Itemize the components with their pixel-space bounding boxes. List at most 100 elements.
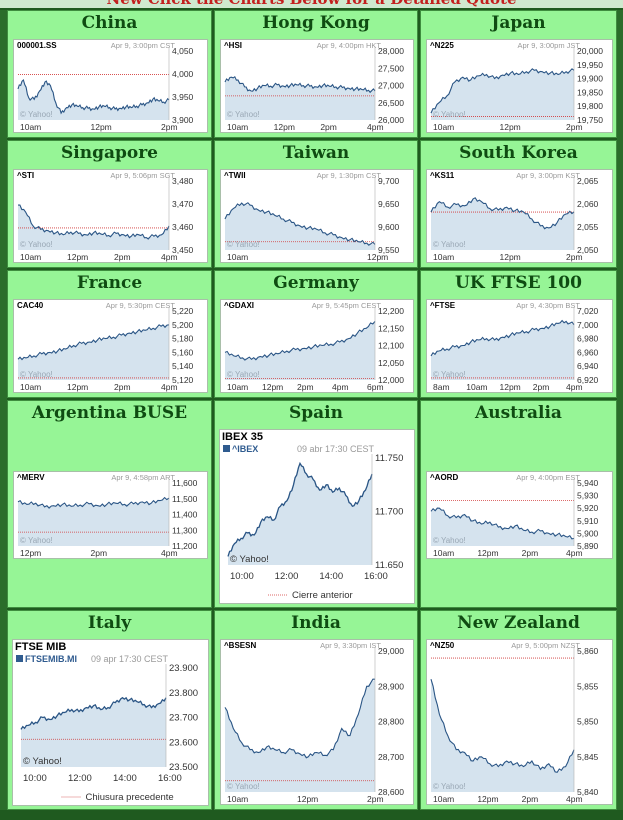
yahoo-watermark: © Yahoo!: [227, 110, 260, 119]
price-area: [431, 679, 574, 792]
page-header-text: New Click the Charts Below for a Detaile…: [0, 0, 623, 8]
y-tick-label: 26,500: [378, 98, 404, 108]
mini-chart[interactable]: ^STI Apr 9, 5:06pm SGT 3,480 3,470 3,460 3,45…: [13, 169, 208, 263]
yahoo-watermark: © Yahoo!: [433, 240, 466, 249]
mini-chart[interactable]: ^NZ50 Apr 9, 5:00pm NZST 5,860 5,855 5,850 5,…: [426, 639, 613, 805]
mini-chart[interactable]: ^MERV Apr 9, 4:58pm ART 11,600 11,500 11,400…: [13, 471, 208, 559]
mini-chart[interactable]: ^FTSE Apr 9, 4:30pm BST 7,020 7,000 6,980 6,9…: [426, 299, 613, 393]
price-area: [21, 697, 166, 767]
market-cell[interactable]: India ^BSESN Apr 9, 3:30pm IST 29,000 28,900…: [214, 610, 418, 810]
market-cell[interactable]: Singapore ^STI Apr 9, 5:06pm SGT 3,480 3,470…: [7, 140, 212, 268]
x-tick-label: 10am: [227, 382, 248, 392]
timestamp: 09 abr 17:30 CEST: [297, 444, 375, 454]
mini-chart[interactable]: ^TWII Apr 9, 1:30pm CST 9,700 9,650 9,600 9,5…: [220, 169, 414, 263]
market-cell[interactable]: France CAC40 Apr 9, 5:30pm CEST 5,220 5,200 5…: [7, 270, 212, 398]
yahoo-watermark: © Yahoo!: [20, 110, 53, 119]
price-line: [224, 75, 376, 94]
market-cell[interactable]: Japan ^N225 Apr 9, 3:00pm JST 20,000 19,950 1…: [420, 10, 617, 138]
symbol-label: 000001.SS: [17, 41, 57, 50]
mini-chart[interactable]: ^GDAXI Apr 9, 5:45pm CEST 12,200 12,150 12,1…: [220, 299, 414, 393]
x-tick-label: 10am: [20, 382, 41, 392]
price-line: [430, 197, 575, 230]
y-tick-label: 2,055: [577, 222, 599, 232]
mini-chart[interactable]: CAC40 Apr 9, 5:30pm CEST 5,220 5,200 5,180 5,…: [13, 299, 208, 393]
y-tick-label: 12,200: [378, 306, 404, 316]
x-tick-label: 2pm: [522, 548, 539, 558]
price-line: [224, 321, 376, 361]
market-cell[interactable]: Taiwan ^TWII Apr 9, 1:30pm CST 9,700 9,650 9,…: [214, 140, 418, 268]
market-title: Hong Kong: [262, 13, 370, 33]
mini-chart[interactable]: IBEX 35 ^IBEX 09 abr 17:30 CEST 11.750 11.70…: [219, 429, 415, 604]
symbol-label: ^BSESN: [224, 641, 256, 650]
market-title: China: [81, 13, 138, 33]
mini-chart[interactable]: FTSE MIB FTSEMIB.MI 09 apr 17:30 CEST 23.90…: [12, 639, 209, 806]
x-tick-label: 6pm: [367, 382, 384, 392]
mini-chart[interactable]: ^HSI Apr 9, 4:00pm HKT 28,000 27,500 27,000 2…: [220, 39, 414, 133]
x-tick-label: 12pm: [67, 252, 88, 262]
market-cell[interactable]: China 000001.SS Apr 9, 3:00pm CST 4,050 4,00…: [7, 10, 212, 138]
market-cell[interactable]: UK FTSE 100 ^FTSE Apr 9, 4:30pm BST 7,020 7,…: [420, 270, 617, 398]
y-tick-label: 5,940: [577, 478, 599, 488]
yahoo-watermark: © Yahoo!: [227, 370, 260, 379]
x-tick-label: 10am: [433, 548, 454, 558]
x-tick-label: 10am: [227, 252, 248, 262]
y-tick-label: 3,950: [172, 92, 194, 102]
y-tick-label: 5,890: [577, 541, 599, 551]
y-tick-label: 6,980: [577, 334, 599, 344]
x-tick-label: 12pm: [477, 794, 498, 804]
market-cell[interactable]: Australia ^AORD Apr 9, 4:00pm EST 5,940 5,93…: [420, 400, 617, 608]
x-tick-label: 4pm: [566, 548, 583, 558]
market-cell[interactable]: New Zealand ^NZ50 Apr 9, 5:00pm NZST 5,860 5…: [420, 610, 617, 810]
price-line: [20, 696, 167, 730]
market-cell[interactable]: Argentina BUSE ^MERV Apr 9, 4:58pm ART 11,6…: [7, 400, 212, 608]
x-tick-label: 10am: [433, 794, 454, 804]
yahoo-watermark: © Yahoo!: [230, 554, 269, 565]
mini-chart[interactable]: ^AORD Apr 9, 4:00pm EST 5,940 5,930 5,920 5,9…: [426, 471, 613, 559]
x-tick-label: 8am: [433, 382, 450, 392]
x-tick-label: 14:00: [113, 773, 137, 784]
x-tick-label: 16:00: [158, 773, 182, 784]
market-cell[interactable]: Italy FTSE MIB FTSEMIB.MI 09 apr 17:30 CEST…: [7, 610, 212, 810]
y-tick-label: 5,900: [577, 528, 599, 538]
y-tick-label: 12,100: [378, 341, 404, 351]
timestamp: Apr 9, 5:45pm CEST: [312, 301, 382, 310]
price-line: [430, 68, 575, 114]
market-cell[interactable]: Germany ^GDAXI Apr 9, 5:45pm CEST 12,200 12,…: [214, 270, 418, 398]
market-cell[interactable]: Hong Kong ^HSI Apr 9, 4:00pm HKT 28,000 27,5…: [214, 10, 418, 138]
mini-chart[interactable]: ^N225 Apr 9, 3:00pm JST 20,000 19,950 19,900…: [426, 39, 613, 133]
left-border: [0, 10, 7, 810]
market-cell[interactable]: South Korea ^KS11 Apr 9, 3:00pm KST 2,065 2,…: [420, 140, 617, 268]
yahoo-watermark: © Yahoo!: [20, 370, 53, 379]
market-cell[interactable]: Spain IBEX 35 ^IBEX 09 abr 17:30 CEST 11.750…: [214, 400, 418, 608]
y-tick-label: 28,600: [378, 787, 404, 797]
x-tick-label: 10am: [433, 122, 454, 132]
y-tick-label: 5,910: [577, 516, 599, 526]
y-tick-label: 2,050: [577, 245, 599, 255]
y-tick-label: 5,160: [172, 347, 194, 357]
price-area: [18, 80, 169, 120]
timestamp: Apr 9, 3:30pm IST: [320, 641, 381, 650]
y-tick-label: 7,020: [577, 306, 599, 316]
y-tick-label: 23.600: [169, 737, 198, 748]
price-area: [225, 77, 375, 120]
x-tick-label: 2pm: [320, 122, 337, 132]
mini-chart[interactable]: ^BSESN Apr 9, 3:30pm IST 29,000 28,900 28,80…: [220, 639, 414, 805]
x-tick-label: 12pm: [500, 252, 521, 262]
y-tick-label: 11,300: [172, 525, 198, 535]
price-area: [431, 70, 574, 120]
x-tick-label: 10am: [466, 382, 487, 392]
price-area: [431, 198, 574, 250]
price-area: [431, 321, 574, 380]
page-header: New Click the Charts Below for a Detaile…: [0, 0, 623, 8]
x-tick-label: 12pm: [367, 252, 388, 262]
mini-chart[interactable]: ^KS11 Apr 9, 3:00pm KST 2,065 2,060 2,055 2,0…: [426, 169, 613, 263]
mini-chart[interactable]: 000001.SS Apr 9, 3:00pm CST 4,050 4,000 3,95…: [13, 39, 208, 133]
y-tick-label: 27,500: [378, 63, 404, 73]
x-tick-label: 10am: [20, 252, 41, 262]
